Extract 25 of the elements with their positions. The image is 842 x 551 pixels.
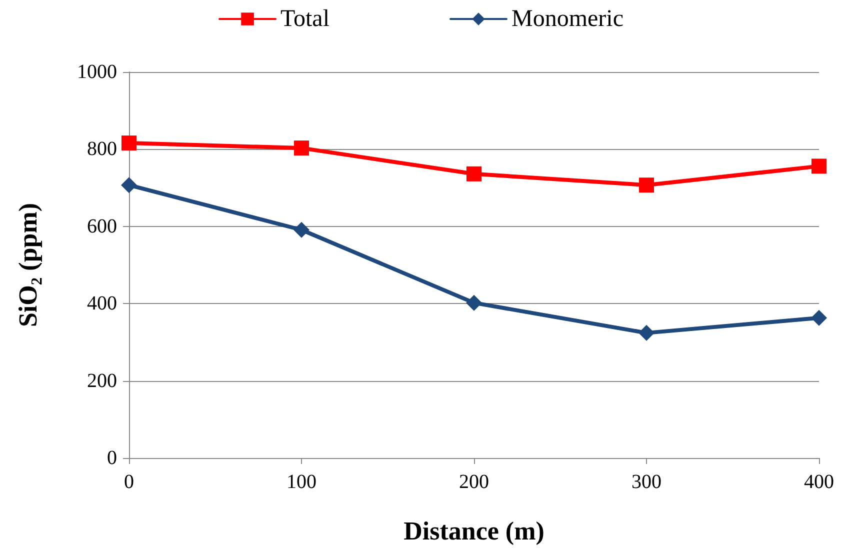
point (466, 166, 482, 182)
point (121, 177, 137, 194)
y-tick-label: 800 (87, 138, 117, 160)
y-tick-label: 600 (87, 215, 117, 238)
point (294, 140, 309, 156)
x-tick-label: 200 (459, 471, 489, 493)
point (811, 310, 827, 326)
legend-label: Total (280, 6, 330, 32)
y-axis-title: SiO₂ (ppm) (14, 202, 42, 328)
legend-label: Monomeric (512, 6, 624, 32)
x-tick-label: 0 (124, 471, 134, 493)
y-tick-label: 400 (87, 292, 117, 315)
y-tick-label: 0 (107, 447, 117, 469)
point (812, 158, 826, 174)
x-tick-label: 100 (286, 471, 316, 493)
point (639, 178, 654, 193)
point (122, 136, 136, 151)
point (294, 222, 310, 238)
y-tick-label: 200 (87, 370, 117, 392)
x-tick-label: 300 (632, 471, 662, 493)
point (466, 294, 482, 311)
x-axis-title: Distance (m) (404, 516, 544, 546)
y-tick-label: 1000 (77, 61, 117, 83)
x-tick-label: 400 (804, 471, 834, 493)
point (638, 324, 654, 341)
